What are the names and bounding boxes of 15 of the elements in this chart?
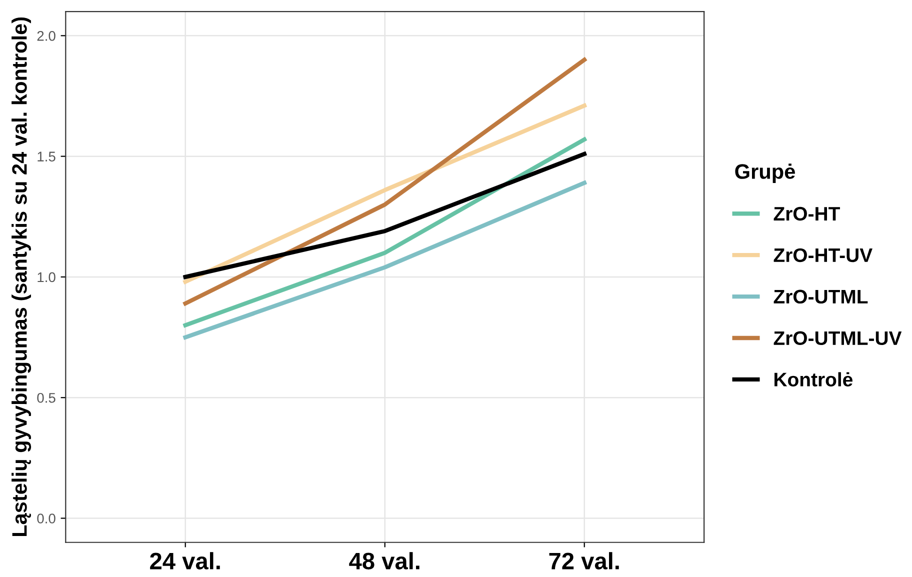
y-tick-label: 2.0: [37, 31, 56, 41]
y-tick-label: 0.0: [37, 514, 56, 524]
x-tick-label: 72 val.: [549, 552, 619, 570]
legend-label: ZrO-HT-UV: [774, 248, 872, 262]
x-tick-label: 48 val.: [349, 552, 420, 570]
x-tick-label: 24 val.: [150, 552, 220, 570]
legend-label: ZrO-UTML-UV: [774, 331, 902, 346]
y-axis-title: Ląstelių gyvybingumas (santykis su 24 val. kontrole): [12, 17, 32, 536]
legend-label: ZrO-HT: [774, 206, 840, 221]
legend-label: Kontrolė: [774, 372, 852, 386]
y-tick-label: 0.5: [37, 392, 56, 403]
legend-title: Grupė: [735, 164, 795, 184]
legend-label: ZrO-UTML: [774, 290, 868, 304]
y-tick-label: 1.5: [38, 152, 56, 162]
y-tick-label: 1.0: [38, 272, 56, 282]
